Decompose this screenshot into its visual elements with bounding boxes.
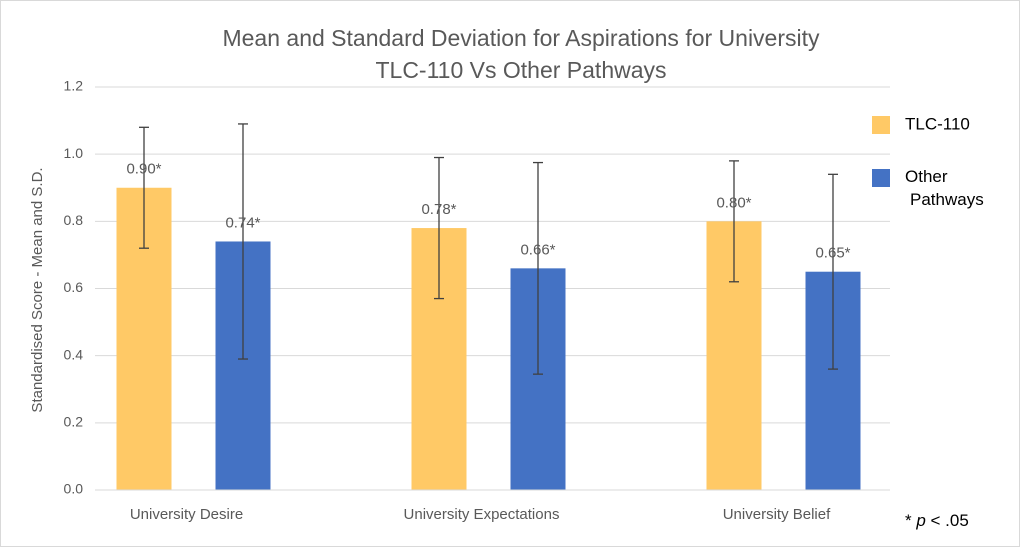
error-bar — [139, 126, 149, 249]
y-tick-label: 1.0 — [64, 145, 84, 161]
x-tick-label: University Expectations — [404, 506, 560, 523]
y-tick-label: 0.2 — [64, 414, 84, 430]
x-tick-label: University Belief — [723, 506, 831, 523]
legend-swatch — [872, 116, 890, 134]
legend-label: TLC-110 — [905, 114, 970, 133]
chart-subtitle: TLC-110 Vs Other Pathways — [375, 57, 666, 83]
footnote: * p < .05 — [905, 511, 969, 530]
y-axis-label: Standardised Score - Mean and S.D. — [29, 167, 46, 412]
error-bar — [828, 173, 838, 370]
y-tick-label: 0.6 — [64, 279, 84, 295]
data-label: 0.65* — [815, 245, 850, 262]
y-tick-label: 0.4 — [64, 346, 84, 362]
error-bar — [238, 123, 248, 360]
error-bar — [729, 160, 739, 283]
y-tick-label: 0.0 — [64, 481, 84, 497]
data-label: 0.90* — [126, 161, 161, 178]
data-label: 0.66* — [520, 241, 555, 258]
footnote-prefix: * — [905, 511, 916, 530]
data-label: 0.74* — [225, 214, 260, 231]
error-bar — [434, 156, 444, 300]
data-label: 0.80* — [716, 194, 751, 211]
footnote-italic: p — [915, 511, 925, 530]
y-tick-label: 0.8 — [64, 212, 84, 228]
error-bar — [533, 161, 543, 375]
chart-title: Mean and Standard Deviation for Aspirati… — [222, 25, 820, 51]
legend-label: Other Pathways — [905, 167, 984, 209]
data-label: 0.78* — [421, 201, 456, 218]
footnote-suffix: < .05 — [926, 511, 969, 530]
legend-swatch — [872, 169, 890, 187]
y-tick-label: 1.2 — [64, 78, 84, 94]
x-tick-label: University Desire — [130, 506, 243, 523]
